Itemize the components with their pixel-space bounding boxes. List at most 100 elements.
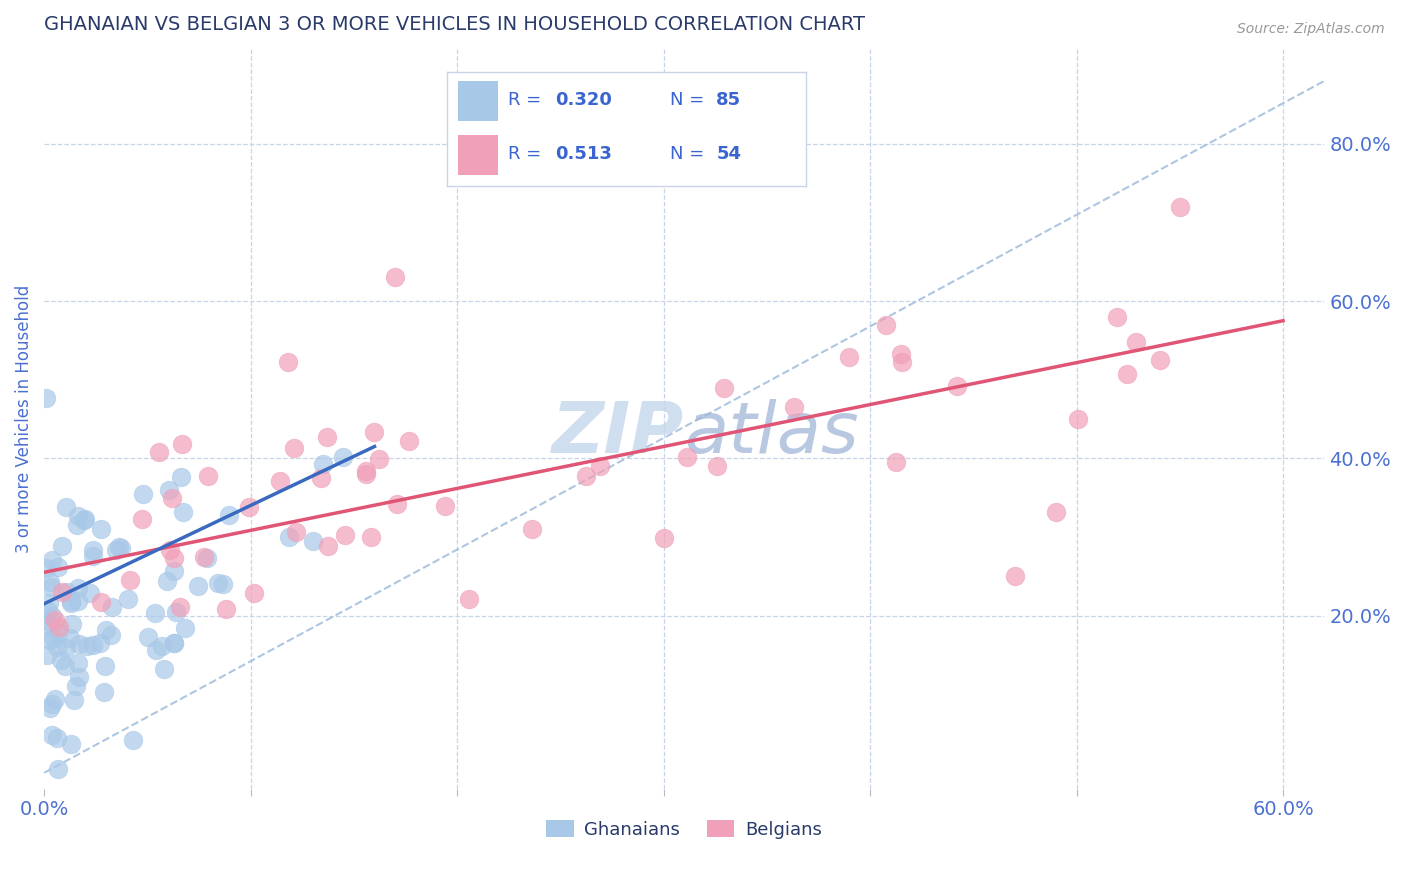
Text: GHANAIAN VS BELGIAN 3 OR MORE VEHICLES IN HOUSEHOLD CORRELATION CHART: GHANAIAN VS BELGIAN 3 OR MORE VEHICLES I… bbox=[44, 15, 865, 34]
Legend: Ghanaians, Belgians: Ghanaians, Belgians bbox=[538, 813, 830, 846]
Point bbox=[41, 727, 63, 741]
Point bbox=[75, 512, 97, 526]
Point bbox=[1066, 412, 1088, 426]
Point bbox=[163, 636, 186, 650]
Point bbox=[1125, 335, 1147, 350]
Point bbox=[368, 452, 391, 467]
Point bbox=[105, 542, 128, 557]
Point bbox=[316, 430, 339, 444]
Point bbox=[73, 513, 96, 527]
Point bbox=[156, 574, 179, 588]
Point bbox=[433, 499, 456, 513]
Point bbox=[51, 539, 73, 553]
Point bbox=[675, 450, 697, 465]
Point bbox=[193, 550, 215, 565]
Point bbox=[153, 662, 176, 676]
Point bbox=[277, 355, 299, 369]
Point bbox=[42, 631, 65, 645]
Point bbox=[66, 582, 89, 596]
Point bbox=[90, 595, 112, 609]
Point bbox=[242, 586, 264, 600]
Point bbox=[66, 518, 89, 533]
Point bbox=[157, 483, 180, 498]
Point bbox=[49, 653, 72, 667]
Point bbox=[875, 318, 897, 332]
Point bbox=[41, 608, 63, 623]
Point bbox=[172, 506, 194, 520]
Point bbox=[131, 511, 153, 525]
Point bbox=[44, 692, 66, 706]
Point bbox=[41, 698, 63, 712]
Point bbox=[302, 533, 325, 548]
Point bbox=[163, 636, 186, 650]
Point bbox=[59, 596, 82, 610]
Point bbox=[39, 633, 62, 648]
Point bbox=[118, 574, 141, 588]
Point bbox=[197, 469, 219, 483]
Point bbox=[48, 620, 70, 634]
Point bbox=[82, 638, 104, 652]
Point bbox=[360, 530, 382, 544]
Point bbox=[38, 575, 60, 590]
Point bbox=[385, 497, 408, 511]
Point bbox=[652, 531, 675, 545]
Point bbox=[713, 381, 735, 395]
Point bbox=[90, 523, 112, 537]
Point bbox=[238, 500, 260, 514]
Point bbox=[46, 640, 69, 654]
Point bbox=[458, 592, 481, 607]
Point bbox=[62, 693, 84, 707]
Point bbox=[35, 617, 58, 632]
Point bbox=[335, 528, 357, 542]
Point bbox=[132, 487, 155, 501]
Point bbox=[783, 400, 806, 414]
Point bbox=[110, 541, 132, 556]
Point bbox=[122, 732, 145, 747]
Point bbox=[66, 656, 89, 670]
Point bbox=[82, 549, 104, 563]
Point bbox=[838, 351, 860, 365]
Point bbox=[108, 540, 131, 554]
Point bbox=[37, 604, 59, 618]
Point bbox=[94, 623, 117, 637]
Point bbox=[67, 670, 90, 684]
Point bbox=[1116, 367, 1139, 381]
Point bbox=[67, 594, 90, 608]
Point bbox=[384, 270, 406, 285]
Point bbox=[332, 450, 354, 464]
Point bbox=[946, 379, 969, 393]
Point bbox=[211, 576, 233, 591]
Point bbox=[575, 469, 598, 483]
Point bbox=[60, 737, 83, 751]
Point bbox=[283, 442, 305, 456]
Point bbox=[207, 576, 229, 591]
Point bbox=[163, 564, 186, 578]
Point bbox=[41, 553, 63, 567]
Point bbox=[58, 631, 80, 645]
Point bbox=[170, 469, 193, 483]
Point bbox=[51, 585, 73, 599]
Point bbox=[162, 491, 184, 505]
Point bbox=[44, 613, 66, 627]
Point bbox=[1045, 505, 1067, 519]
Point bbox=[520, 522, 543, 536]
Point bbox=[82, 542, 104, 557]
Text: atlas: atlas bbox=[685, 400, 859, 468]
Point bbox=[60, 616, 83, 631]
Point bbox=[53, 658, 76, 673]
Point bbox=[285, 525, 308, 540]
Point bbox=[76, 639, 98, 653]
Point bbox=[46, 560, 69, 574]
Point bbox=[218, 508, 240, 523]
Point bbox=[316, 539, 339, 553]
Point bbox=[159, 542, 181, 557]
Point bbox=[269, 475, 291, 489]
Point bbox=[187, 578, 209, 592]
Point bbox=[363, 425, 385, 439]
Text: ZIP: ZIP bbox=[553, 400, 685, 468]
Point bbox=[93, 684, 115, 698]
Point bbox=[39, 580, 62, 594]
Point bbox=[311, 458, 333, 472]
Point bbox=[891, 355, 914, 369]
Point bbox=[45, 731, 67, 745]
